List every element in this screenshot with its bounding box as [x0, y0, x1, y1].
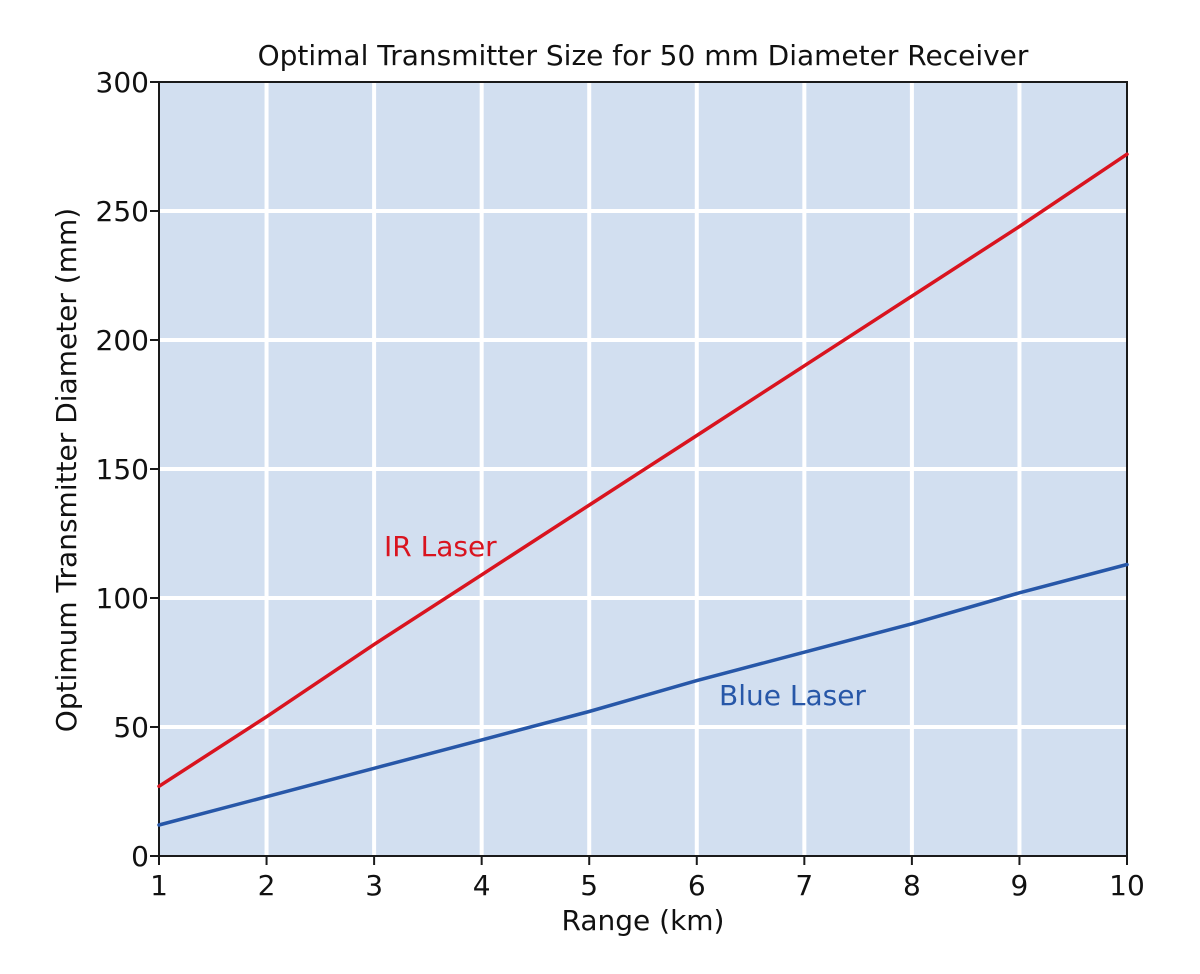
y-tick-labels: 0 50 100 150 200 250 300 — [96, 66, 149, 873]
y-axis-title: Optimum Transmitter Diameter (mm) — [50, 208, 83, 732]
x-tick-label: 8 — [903, 869, 921, 902]
x-tick-label: 6 — [688, 869, 706, 902]
series-lines — [157, 152, 1129, 827]
x-tick-labels: 1 2 3 4 5 6 7 8 9 10 — [150, 869, 1145, 902]
x-tick-label: 5 — [580, 869, 598, 902]
y-tick-label: 50 — [113, 711, 149, 744]
x-tick-label: 9 — [1011, 869, 1029, 902]
x-tick-label: 7 — [795, 869, 813, 902]
chart-title: Optimal Transmitter Size for 50 mm Diame… — [258, 39, 1029, 72]
x-tick-label: 3 — [365, 869, 383, 902]
y-tick-label: 200 — [96, 324, 149, 357]
x-tick-label: 4 — [473, 869, 491, 902]
series-line-ir-laser — [157, 152, 1129, 789]
series-line-blue-laser — [157, 562, 1129, 827]
x-tick-label: 1 — [150, 869, 168, 902]
y-tick-label: 0 — [131, 840, 149, 873]
y-tick-label: 300 — [96, 66, 149, 99]
x-axis-title: Range (km) — [562, 904, 725, 937]
x-tick-label: 2 — [258, 869, 276, 902]
y-tick-label: 100 — [96, 582, 149, 615]
axes — [150, 81, 1128, 865]
series-label-ir-laser: IR Laser — [384, 530, 497, 563]
y-tick-label: 250 — [96, 195, 149, 228]
series-label-blue-laser: Blue Laser — [719, 679, 866, 712]
x-tick-label: 10 — [1109, 869, 1145, 902]
y-tick-label: 150 — [96, 453, 149, 486]
